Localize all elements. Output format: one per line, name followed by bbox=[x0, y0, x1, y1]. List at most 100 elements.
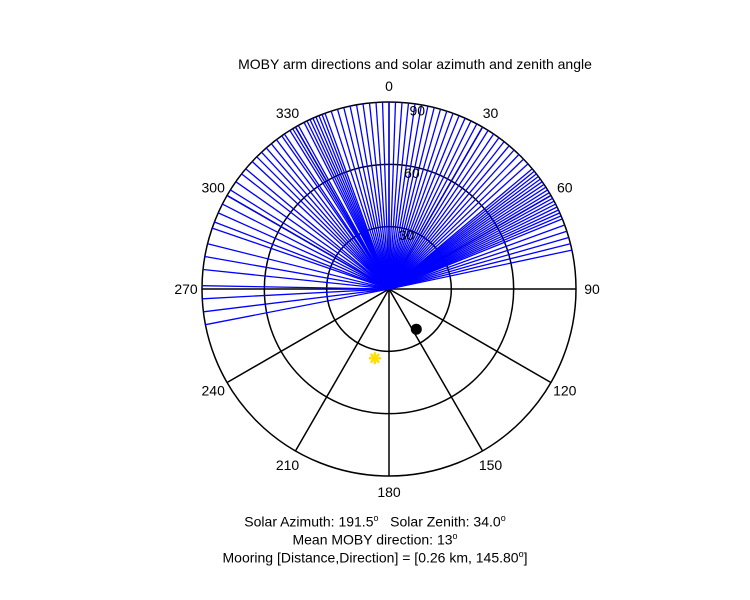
arm-line-91 bbox=[388, 236, 569, 290]
arm-line-2 bbox=[202, 288, 390, 300]
arm-line-53 bbox=[388, 109, 442, 290]
arm-line-88 bbox=[388, 218, 563, 290]
arm-line-35 bbox=[324, 113, 390, 290]
degree-symbol: o bbox=[452, 531, 458, 541]
degree-symbol: o bbox=[500, 513, 506, 523]
arm-line-5 bbox=[204, 255, 390, 290]
arm-line-47 bbox=[388, 102, 403, 290]
sun-marker-ray bbox=[369, 353, 381, 364]
solar-azimuth-text: Solar Azimuth: 191.5 bbox=[244, 513, 374, 530]
arm-line-1 bbox=[203, 288, 390, 313]
angle-label-240: 240 bbox=[202, 383, 226, 399]
radial-label-90: 90 bbox=[410, 103, 426, 119]
arm-line-46 bbox=[388, 102, 397, 290]
arm-line-67 bbox=[388, 154, 520, 290]
arm-line-40 bbox=[355, 104, 390, 290]
mooring-caption: Mooring [Distance,Direction] = [0.26 km,… bbox=[0, 545, 750, 567]
spoke-150 bbox=[388, 288, 484, 452]
arm-line-4 bbox=[202, 268, 390, 290]
arm-line-17 bbox=[256, 156, 390, 290]
sun-marker bbox=[368, 352, 381, 365]
arm-line-48 bbox=[388, 102, 410, 290]
arm-line-6 bbox=[207, 243, 390, 290]
arm-line-37 bbox=[336, 109, 390, 290]
arm-line-19 bbox=[265, 147, 390, 290]
arm-line-23 bbox=[283, 133, 390, 290]
spoke-210 bbox=[294, 288, 390, 452]
markers bbox=[368, 323, 422, 365]
arm-line-44 bbox=[381, 102, 390, 290]
chart-title: MOBY arm directions and solar azimuth an… bbox=[238, 56, 592, 72]
angle-label-300: 300 bbox=[202, 180, 226, 196]
angle-label-150: 150 bbox=[479, 457, 503, 473]
mean-direction-text: Mean MOBY direction: 13 bbox=[292, 531, 453, 548]
angle-label-210: 210 bbox=[276, 457, 300, 473]
angle-label-60: 60 bbox=[557, 180, 573, 196]
arm-line-59 bbox=[388, 123, 478, 290]
arm-line-42 bbox=[368, 102, 390, 290]
arm-line-90 bbox=[388, 230, 568, 290]
arm-line-89 bbox=[388, 224, 565, 290]
arm-line-93 bbox=[388, 249, 573, 290]
solar-zenith-text: Solar Zenith: 34.0 bbox=[378, 513, 501, 530]
spoke-120 bbox=[388, 288, 552, 384]
arm-line-68 bbox=[388, 158, 524, 290]
angle-label-90: 90 bbox=[584, 281, 600, 297]
arm-line-7 bbox=[211, 227, 390, 290]
angle-label-270: 270 bbox=[174, 281, 198, 297]
spoke-240 bbox=[226, 288, 390, 384]
mooring-text-end: ] bbox=[523, 549, 528, 566]
arm-line-43 bbox=[375, 102, 390, 290]
arm-line-60 bbox=[388, 126, 484, 290]
arm-line-9 bbox=[217, 212, 390, 290]
arm-line-50 bbox=[388, 104, 423, 290]
arm-line-55 bbox=[388, 113, 454, 290]
arm-line-52 bbox=[388, 107, 435, 290]
arm-line-57 bbox=[388, 117, 466, 290]
arm-line-58 bbox=[388, 120, 472, 290]
arm-line-92 bbox=[388, 243, 571, 290]
arm-line-61 bbox=[388, 130, 489, 290]
arm-line-11 bbox=[226, 194, 390, 290]
arm-line-62 bbox=[388, 133, 495, 290]
arm-line-54 bbox=[388, 110, 448, 290]
arm-line-8 bbox=[214, 221, 390, 290]
angle-label-120: 120 bbox=[553, 383, 577, 399]
axis-labels: 0 30 60 90 120 150 180 210 240 270 300 330 30 60 90 bbox=[174, 78, 600, 500]
angle-label-30: 30 bbox=[483, 105, 499, 121]
solar-caption: Solar Azimuth: 191.5o Solar Zenith: 34.0… bbox=[0, 509, 750, 531]
mooring-marker bbox=[410, 323, 422, 335]
degree-symbol: o bbox=[518, 549, 524, 559]
mooring-text: Mooring [Distance,Direction] = [0.26 km,… bbox=[222, 549, 519, 566]
radial-label-60: 60 bbox=[404, 165, 420, 181]
arm-line-38 bbox=[343, 107, 390, 290]
angle-label-0: 0 bbox=[385, 78, 393, 94]
arm-line-14 bbox=[241, 173, 390, 290]
arm-line-15 bbox=[245, 168, 390, 290]
arm-line-63 bbox=[388, 137, 500, 290]
arm-line-3 bbox=[201, 285, 390, 290]
arm-line-13 bbox=[235, 181, 390, 290]
arm-line-0 bbox=[205, 288, 390, 326]
arm-line-64 bbox=[388, 141, 505, 290]
arm-line-56 bbox=[388, 115, 460, 290]
arm-line-18 bbox=[261, 151, 390, 290]
arm-line-66 bbox=[388, 149, 515, 290]
arm-line-27 bbox=[297, 125, 390, 290]
arm-line-51 bbox=[388, 105, 429, 290]
arm-line-65 bbox=[388, 145, 510, 290]
angle-label-330: 330 bbox=[276, 105, 300, 121]
mean-direction-caption: Mean MOBY direction: 13o bbox=[0, 527, 750, 549]
arm-line-36 bbox=[330, 110, 390, 290]
angle-label-180: 180 bbox=[377, 484, 401, 500]
arm-line-39 bbox=[349, 105, 390, 290]
degree-symbol: o bbox=[373, 513, 379, 523]
arm-line-10 bbox=[222, 203, 390, 290]
arm-line-12 bbox=[230, 189, 390, 290]
arm-line-69 bbox=[388, 163, 529, 290]
arm-line-20 bbox=[270, 143, 390, 290]
arm-line-16 bbox=[251, 161, 390, 290]
arm-line-41 bbox=[362, 103, 390, 290]
arm-line-49 bbox=[388, 103, 416, 290]
